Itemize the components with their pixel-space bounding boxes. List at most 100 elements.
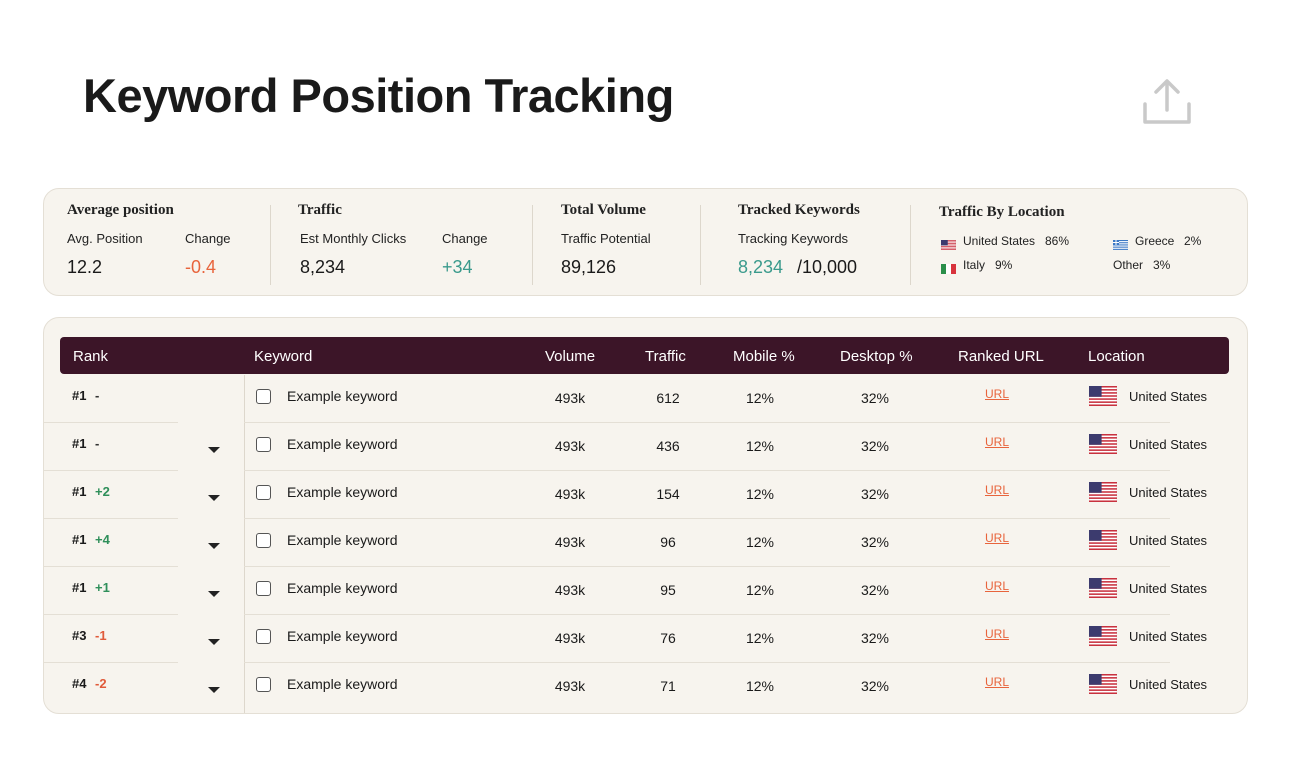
desktop-share: 32%	[860, 486, 890, 502]
mobile-share: 12%	[745, 534, 775, 550]
field-label: Avg. Position	[67, 231, 143, 246]
rank: #3	[72, 628, 87, 643]
checkbox[interactable]	[256, 437, 271, 452]
rank-change: +4	[95, 532, 110, 547]
section-title: Tracked Keywords	[738, 202, 860, 218]
keyword: Example keyword	[287, 484, 398, 500]
ranked-url[interactable]: URL	[984, 675, 1010, 689]
divider	[244, 375, 245, 713]
traffic: 95	[660, 582, 676, 598]
mobile-share: 12%	[745, 678, 775, 694]
field-value: +34	[442, 257, 473, 277]
flag-icon	[1088, 481, 1118, 503]
keyword: Example keyword	[287, 532, 398, 548]
location-share: 9%	[995, 258, 1013, 272]
flag-icon	[1088, 577, 1118, 599]
checkbox[interactable]	[256, 677, 271, 692]
row-line	[44, 470, 178, 471]
row-line	[244, 614, 1170, 615]
divider	[700, 205, 701, 285]
rank: #1	[72, 532, 87, 547]
column-header: Mobile %	[733, 348, 795, 365]
dropdown-caret[interactable]	[208, 441, 220, 453]
location: United States	[1129, 581, 1208, 596]
mobile-share: 12%	[745, 630, 775, 646]
export-icon[interactable]	[1143, 78, 1191, 126]
field-value: 12.2	[67, 257, 103, 277]
location: United States	[1129, 437, 1208, 452]
ranked-url[interactable]: URL	[984, 435, 1010, 449]
flag-icon	[940, 237, 957, 251]
row-line	[44, 422, 178, 423]
volume: 493k	[554, 678, 586, 694]
row-line	[44, 518, 178, 519]
ranked-url[interactable]: URL	[984, 483, 1010, 497]
rank-change: +1	[95, 580, 110, 595]
column-header: Ranked URL	[958, 348, 1044, 365]
rank: #4	[72, 676, 87, 691]
traffic: 612	[656, 390, 680, 406]
flag-icon	[1088, 385, 1118, 407]
desktop-share: 32%	[860, 678, 890, 694]
dropdown-caret[interactable]	[208, 585, 220, 597]
field-label: Est Monthly Clicks	[300, 231, 407, 246]
section-title: Traffic	[298, 202, 342, 218]
field-label: Change	[442, 231, 488, 246]
traffic: 76	[660, 630, 676, 646]
checkbox[interactable]	[256, 629, 271, 644]
flag-icon	[1088, 673, 1118, 695]
field-value: 8,234	[300, 257, 346, 277]
field-label: Change	[185, 231, 231, 246]
traffic: 436	[656, 438, 680, 454]
dropdown-caret[interactable]	[208, 681, 220, 693]
ranked-url[interactable]: URL	[984, 387, 1010, 401]
location-share: 2%	[1184, 234, 1202, 248]
desktop-share: 32%	[860, 438, 890, 454]
field-label: Traffic Potential	[561, 231, 651, 246]
section-title: Traffic By Location	[939, 204, 1065, 220]
checkbox[interactable]	[256, 389, 271, 404]
dropdown-caret[interactable]	[208, 633, 220, 645]
column-header: Keyword	[254, 348, 313, 365]
ranked-url[interactable]: URL	[984, 627, 1010, 641]
row-line	[44, 662, 178, 663]
dropdown-caret[interactable]	[208, 489, 220, 501]
flag-icon	[1088, 529, 1118, 551]
volume: 493k	[554, 534, 586, 550]
mobile-share: 12%	[745, 438, 775, 454]
keyword: Example keyword	[287, 628, 398, 644]
rank: #1	[72, 484, 87, 499]
location-share: 86%	[1045, 234, 1070, 248]
ranked-url[interactable]: URL	[984, 579, 1010, 593]
dropdown-caret[interactable]	[208, 537, 220, 549]
location: United States	[1129, 389, 1208, 404]
field-label: Tracking Keywords	[738, 231, 849, 246]
column-header: Desktop %	[840, 348, 913, 365]
field-value: 8,234	[738, 257, 784, 277]
column-header: Volume	[545, 348, 596, 365]
location: United States	[1129, 485, 1208, 500]
ranked-url[interactable]: URL	[984, 531, 1010, 545]
table-header	[60, 337, 1229, 374]
checkbox[interactable]	[256, 485, 271, 500]
flag-icon	[1113, 237, 1128, 250]
field-value: 89,126	[561, 257, 617, 277]
location-name: Greece	[1135, 234, 1175, 248]
rank: #1	[72, 580, 87, 595]
traffic: 154	[656, 486, 680, 502]
volume: 493k	[554, 486, 586, 502]
location: United States	[1129, 677, 1208, 692]
checkbox[interactable]	[256, 533, 271, 548]
summary-card	[43, 188, 1248, 296]
column-header: Rank	[73, 348, 109, 365]
table-card	[43, 317, 1248, 714]
divider	[910, 205, 911, 285]
desktop-share: 32%	[860, 390, 890, 406]
location-name: Other	[1113, 258, 1144, 272]
checkbox[interactable]	[256, 581, 271, 596]
location-name: United States	[963, 234, 1036, 248]
rank: #1	[72, 388, 87, 403]
rank: #1	[72, 436, 87, 451]
keyword: Example keyword	[287, 388, 398, 404]
volume: 493k	[554, 438, 586, 454]
